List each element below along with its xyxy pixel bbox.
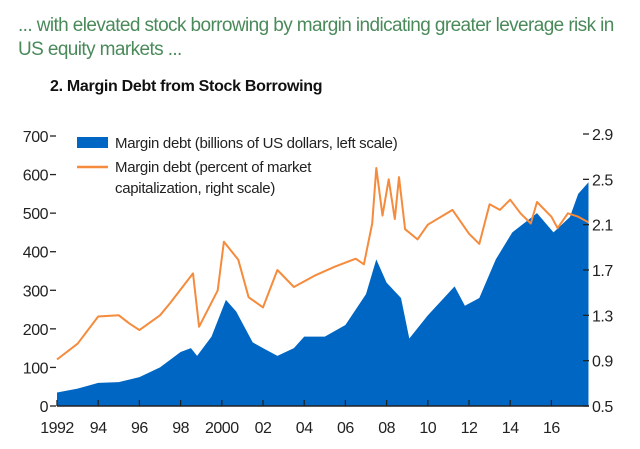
left-tick-label: 100 xyxy=(23,360,49,377)
headline: ... with elevated stock borrowing by mar… xyxy=(18,15,614,60)
x-tick-label: 04 xyxy=(296,420,313,437)
x-tick-label: 16 xyxy=(543,420,560,437)
right-tick-label: 2.1 xyxy=(592,218,613,235)
x-tick-label: 94 xyxy=(90,420,107,437)
margin-debt-percent-line xyxy=(56,167,589,361)
legend-label-line-2: capitalization, right scale) xyxy=(115,180,275,197)
legend: Margin debt (billions of US dollars, lef… xyxy=(77,135,398,197)
left-tick-label: 500 xyxy=(23,206,49,223)
left-tick-label: 300 xyxy=(23,283,49,300)
right-tick-label: 1.3 xyxy=(592,308,613,325)
x-tick-label: 98 xyxy=(172,420,189,437)
legend-label-area: Margin debt (billions of US dollars, lef… xyxy=(115,135,398,152)
left-tick-label: 0 xyxy=(40,399,49,416)
right-tick-label: 0.9 xyxy=(592,354,613,371)
chart-title: 2. Margin Debt from Stock Borrowing xyxy=(50,78,323,95)
right-tick-label: 2.9 xyxy=(592,127,613,144)
right-tick-label: 1.7 xyxy=(592,263,613,280)
right-tick-label: 2.5 xyxy=(592,172,613,189)
left-tick-label: 200 xyxy=(23,322,49,339)
x-tick-label: 08 xyxy=(378,420,395,437)
legend-label-line-1: Margin debt (percent of market xyxy=(115,159,312,176)
x-tick-label: 2000 xyxy=(205,420,239,437)
x-tick-label: 14 xyxy=(502,420,519,437)
left-tick-label: 700 xyxy=(23,129,49,146)
left-tick-label: 400 xyxy=(23,245,49,262)
x-tick-label: 06 xyxy=(337,420,354,437)
x-tick-label: 1992 xyxy=(40,420,74,437)
left-tick-label: 600 xyxy=(23,168,49,185)
x-tick-label: 02 xyxy=(255,420,272,437)
legend-swatch-area xyxy=(77,137,108,148)
margin-debt-billions-area xyxy=(57,182,589,406)
x-tick-label: 96 xyxy=(131,420,148,437)
right-tick-label: 0.5 xyxy=(592,399,613,416)
x-tick-label: 12 xyxy=(461,420,478,437)
x-tick-label: 10 xyxy=(419,420,436,437)
